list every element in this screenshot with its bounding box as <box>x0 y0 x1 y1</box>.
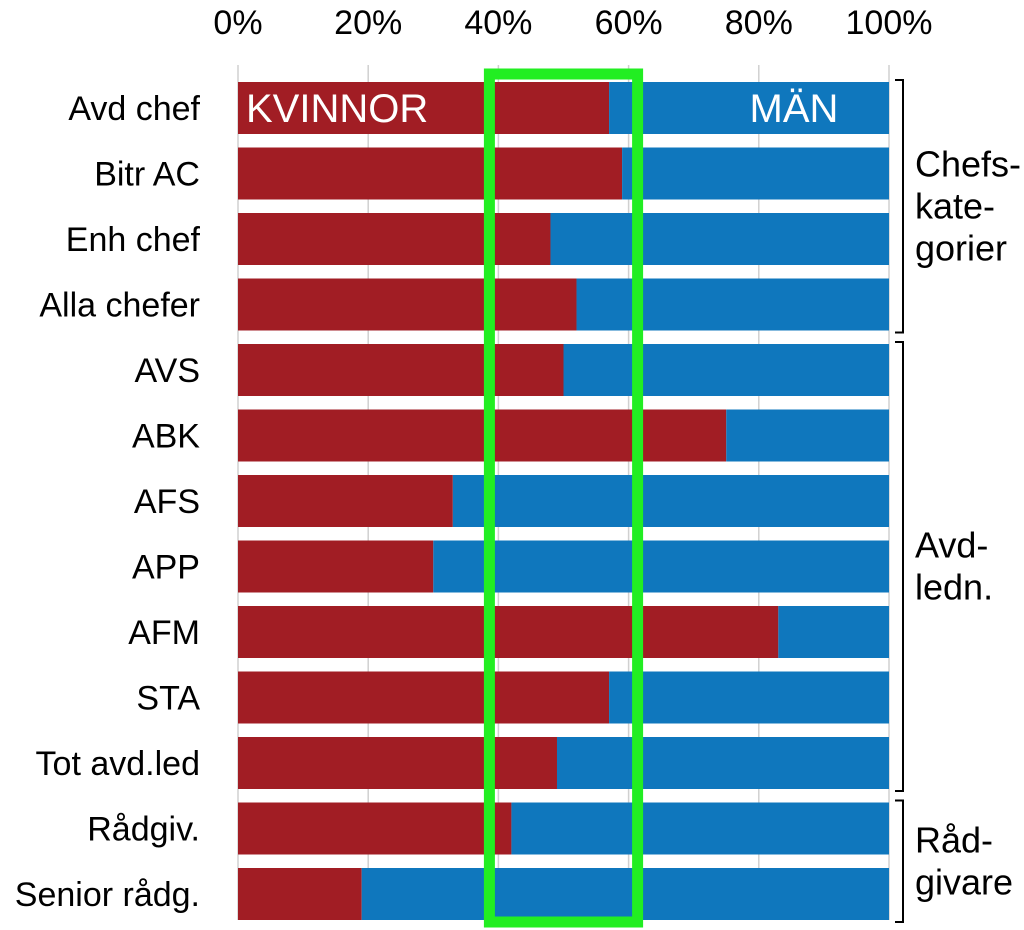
bar-segment <box>726 409 889 462</box>
group-label: givare <box>915 861 1013 902</box>
highlight-band <box>483 68 644 928</box>
bar-segment <box>238 671 610 724</box>
bar-segment <box>238 409 727 462</box>
group-label: gorier <box>915 227 1007 268</box>
group-brackets: Chefs-kate-gorier Avd-ledn. Råd-givare <box>895 79 1021 923</box>
category-label: ABK <box>132 418 200 456</box>
category-label: STA <box>136 680 200 718</box>
x-tick-label: 60% <box>595 4 663 42</box>
bar-segment <box>238 606 779 658</box>
category-label: Bitr AC <box>94 156 200 194</box>
category-label: APP <box>132 549 200 587</box>
category-label: Tot avd.led <box>36 745 200 783</box>
category-label: Senior rådg. <box>15 876 200 914</box>
category-label: AFM <box>128 614 200 652</box>
category-label: Avd chef <box>68 90 200 128</box>
bar-segment <box>622 147 889 200</box>
bar-segment <box>238 868 362 920</box>
series-labels: KVINNOR MÄN <box>246 87 838 131</box>
bar-segment <box>609 671 889 724</box>
x-axis-ticks: 0% 20% 40% 60% 80% 100% <box>213 4 932 42</box>
bar-segment <box>238 82 610 134</box>
bar-segment <box>563 344 889 396</box>
group-label: kate- <box>915 185 995 226</box>
bar-segment <box>550 213 889 265</box>
group-label: Chefs- <box>915 143 1021 184</box>
x-tick-label: 100% <box>846 4 933 42</box>
x-tick-label: 0% <box>213 4 262 42</box>
bar-segment <box>361 868 889 920</box>
category-label: AFS <box>134 483 200 521</box>
bar-segment <box>433 540 889 593</box>
bar-segment <box>238 540 434 593</box>
category-labels: Avd chef Bitr AC Enh chef Alla chefer AVS ABK… <box>15 90 201 914</box>
bar-segment <box>238 475 453 527</box>
bar-segment <box>576 278 889 331</box>
category-label: Alla chefer <box>39 287 200 325</box>
bar-segment <box>238 147 623 200</box>
group-label: Råd- <box>915 819 993 860</box>
x-tick-label: 80% <box>725 4 793 42</box>
group-bracket <box>895 799 904 923</box>
bar-segment <box>511 802 889 855</box>
group-label: Avd- <box>915 525 988 566</box>
group-label: ledn. <box>915 567 993 608</box>
bar-segment <box>238 802 512 855</box>
bar-segment <box>452 475 889 527</box>
category-label: Rådgiv. <box>87 811 200 849</box>
x-tick-label: 40% <box>464 4 532 42</box>
bar-segment <box>238 213 551 265</box>
bars <box>238 82 889 920</box>
group-bracket <box>895 79 904 334</box>
bar-segment <box>609 82 889 134</box>
category-label: AVS <box>134 352 200 390</box>
category-label: Enh chef <box>66 221 201 259</box>
bar-segment <box>238 278 577 331</box>
bar-segment <box>238 737 557 789</box>
series-label-men: MÄN <box>750 87 839 131</box>
bar-segment <box>778 606 889 658</box>
x-tick-label: 20% <box>334 4 402 42</box>
bar-segment <box>556 737 889 789</box>
group-bracket <box>895 341 904 792</box>
highlight-band-frame <box>483 68 644 928</box>
series-label-women: KVINNOR <box>246 87 428 131</box>
bar-segment <box>238 344 564 396</box>
